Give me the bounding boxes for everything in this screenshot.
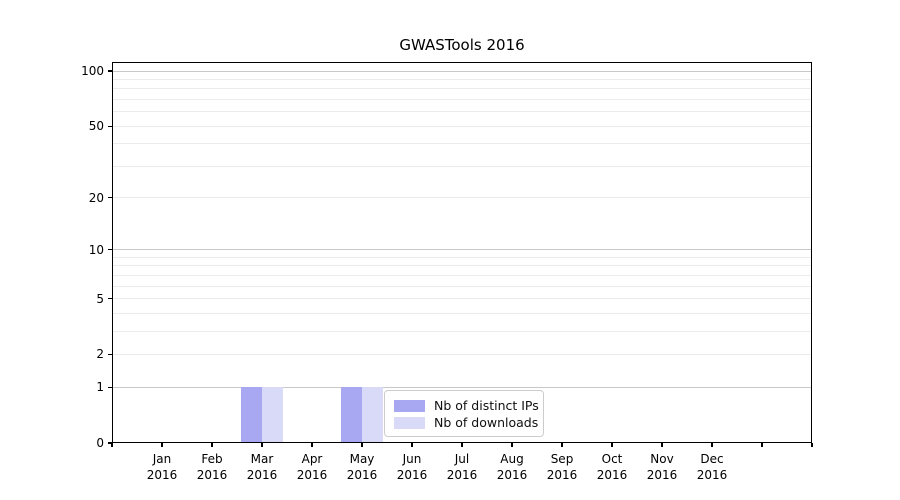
y-tick-label-100: 100 [81,64,104,79]
y-axis-tick [108,297,112,300]
x-tick-label-aug: Aug 2016 [496,452,528,482]
gridline-minor [112,285,812,287]
gridline-major [112,249,812,251]
y-axis-tick [108,442,112,444]
gridline-minor [112,98,812,100]
y-axis-tick [108,197,112,199]
gridline-minor [112,78,812,80]
x-tick-label-mar: Mar 2016 [246,452,278,482]
gridline-minor [112,256,812,258]
x-tick-label-may: May 2016 [346,452,378,482]
x-axis-tick [261,443,263,447]
x-axis-tick [311,443,313,447]
x-axis-tick [811,443,813,447]
legend-label-downloads: Nb of downloads [434,415,539,430]
y-axis-tick [108,125,112,127]
x-tick-label-feb: Feb 2016 [196,452,228,482]
gridline-minor [112,353,812,355]
legend-entry-downloads: Nb of downloads [394,415,538,430]
x-axis-tick [411,443,413,447]
y-tick-label-0: 0 [96,436,104,450]
gridline-minor [112,312,812,314]
bar-distinct-ips-mar [240,387,262,443]
gridline-minor [112,265,812,267]
y-tick-label-2: 2 [96,347,104,362]
y-axis-tick [108,386,112,388]
y-axis-tick [108,353,112,356]
gridline-minor [112,111,812,113]
chart-title: GWASTools 2016 [399,36,525,54]
gridline-minor [112,125,812,127]
y-tick-label-1: 1 [96,380,104,395]
gridline-minor [112,274,812,276]
x-axis-tick [461,443,463,447]
x-axis-tick [161,443,163,447]
legend-label-distinct-ips: Nb of distinct IPs [434,398,539,413]
legend-swatch-distinct-ips-icon [394,399,425,412]
x-axis-tick [361,443,363,447]
x-tick-label-dec: Dec 2016 [696,452,728,482]
gridline-minor [112,143,812,145]
gridline-minor [112,197,812,199]
gridline-major [112,70,812,72]
y-tick-label-50: 50 [88,119,104,134]
bar-downloads-mar [262,387,284,443]
y-axis-tick [108,249,112,251]
gridline-minor [112,330,812,332]
x-axis-tick [111,443,113,447]
legend-swatch-downloads-icon [394,416,425,429]
x-axis-tick [511,443,513,447]
x-tick-label-jan: Jan 2016 [146,452,178,482]
y-tick-label-10: 10 [88,242,104,257]
x-tick-label-nov: Nov 2016 [646,452,678,482]
x-axis-tick [561,443,563,447]
gridline-minor [112,165,812,167]
y-tick-label-20: 20 [88,190,104,205]
legend-entry-distinct-ips: Nb of distinct IPs [394,398,539,413]
gridline-minor [112,88,812,90]
legend: Nb of distinct IPs Nb of downloads [384,390,544,437]
bar-distinct-ips-may [340,387,362,443]
y-tick-label-5: 5 [96,291,104,306]
gridline-major [112,386,812,388]
x-tick-label-jul: Jul 2016 [446,452,478,482]
x-tick-label-oct: Oct 2016 [596,452,628,482]
x-tick-label-apr: Apr 2016 [296,452,328,482]
x-tick-label-sep: Sep 2016 [546,452,578,482]
x-axis-tick [661,443,663,447]
x-axis-tick [611,443,613,447]
y-axis-tick [108,70,112,72]
bar-downloads-may [362,387,384,443]
x-axis-tick [211,443,213,447]
gridline-minor [112,298,812,300]
x-axis-tick [711,443,713,447]
x-axis-tick [761,443,763,447]
x-tick-label-jun: Jun 2016 [396,452,428,482]
